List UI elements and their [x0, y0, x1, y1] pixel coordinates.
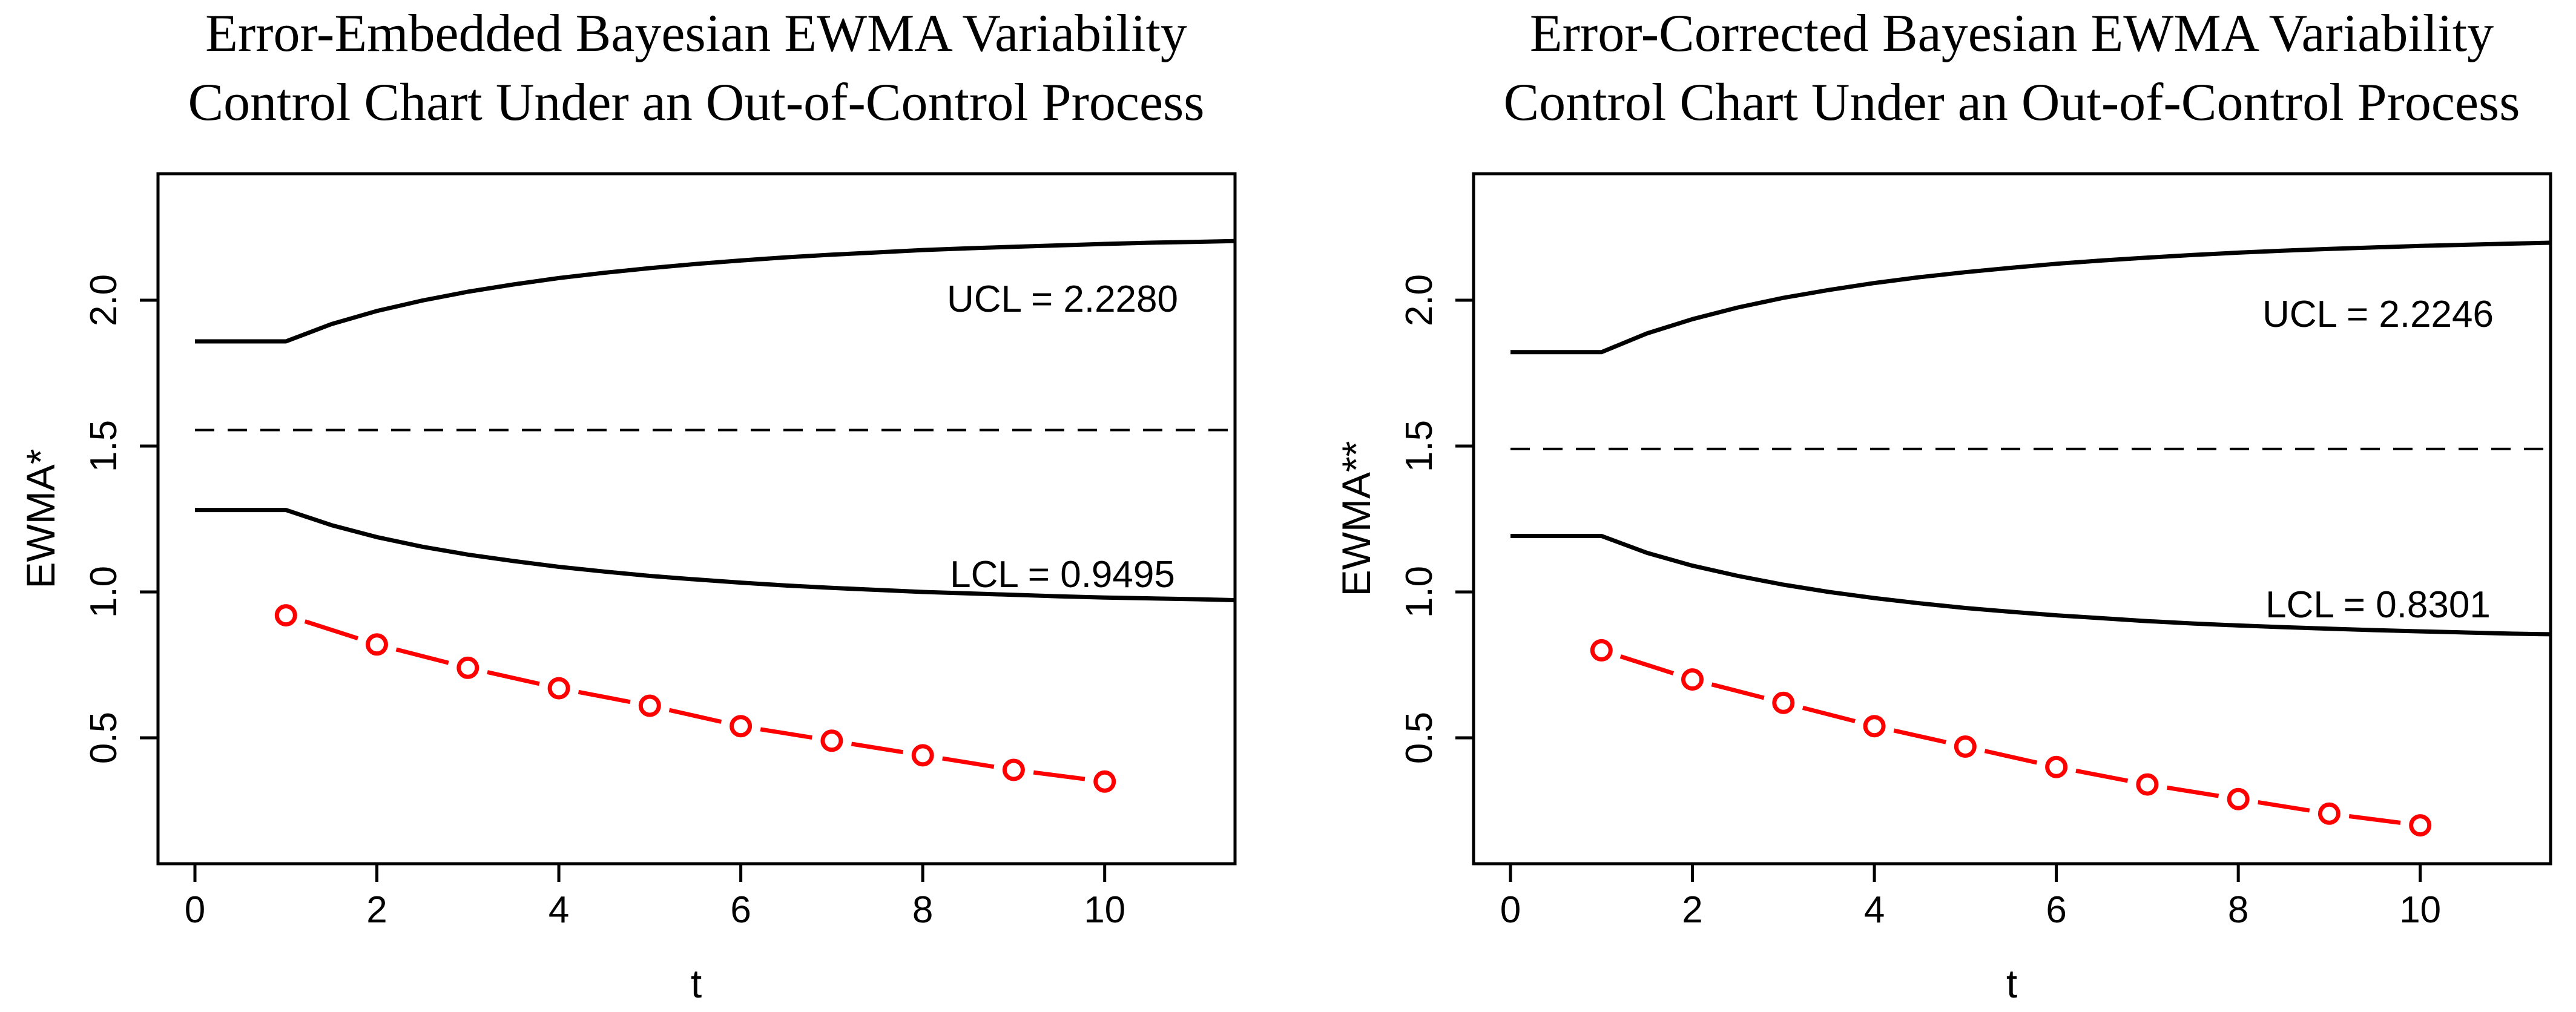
chart-title-line2: Control Chart Under an Out-of-Control Pr… — [188, 73, 1204, 132]
series-point — [1863, 715, 1886, 738]
ucl-annotation: UCL = 2.2280 — [947, 278, 1178, 320]
series-segment — [1033, 770, 1085, 781]
chart-panel-right-plot: 0 2 4 6 8 10 0.5 1.0 1.5 2.0 — [1398, 172, 2552, 931]
series-segment — [1619, 654, 1675, 675]
y-tick-label: 1.0 — [83, 566, 125, 618]
series-segment — [487, 670, 540, 686]
series-point — [274, 604, 297, 627]
series-point — [547, 677, 570, 700]
series-segment — [1711, 682, 1765, 700]
chart-panel-left: 0 2 4 6 8 10 0.5 1.0 1.5 2.0 Error-Embedded Bayes… — [18, 4, 1237, 1006]
x-axis-label: t — [691, 961, 702, 1006]
series-point — [456, 656, 479, 679]
series-point — [1002, 758, 1025, 781]
series-segment — [760, 727, 812, 740]
y-axis-label: EWMA** — [1334, 441, 1379, 597]
x-tick-label: 2 — [366, 889, 387, 931]
chart-panel-right: 0 2 4 6 8 10 0.5 1.0 1.5 2.0 Error-Corrected Baye… — [1334, 4, 2552, 1006]
plot-box — [156, 172, 1237, 866]
x-tick-label: 10 — [1084, 889, 1125, 931]
series-segment — [304, 619, 359, 641]
series-point — [911, 744, 934, 767]
series-point — [2227, 787, 2250, 810]
series-point — [1590, 639, 1613, 662]
series-segment — [851, 741, 904, 755]
x-tick-label: 6 — [730, 889, 751, 931]
plot-box — [1472, 172, 2552, 866]
y-tick-label: 0.5 — [1398, 712, 1440, 764]
series-point — [2136, 773, 2159, 796]
x-tick-label: 4 — [1864, 889, 1885, 931]
series-segment — [1893, 728, 1946, 744]
ucl-line — [195, 238, 1235, 344]
chart-title-line1: Error-Corrected Bayesian EWMA Variabilit… — [1530, 4, 2494, 63]
series-segment — [2348, 814, 2401, 825]
chart-title-line1: Error-Embedded Bayesian EWMA Variability — [205, 4, 1187, 63]
series-point — [730, 715, 753, 738]
x-tick-label: 8 — [2228, 889, 2248, 931]
series-point — [638, 694, 661, 717]
series-point — [1772, 691, 1795, 714]
ucl-annotation: UCL = 2.2246 — [2262, 294, 2494, 335]
series-point — [1093, 770, 1116, 793]
x-tick-label: 8 — [912, 889, 933, 931]
series-segment — [1802, 706, 1856, 723]
series-segment — [942, 756, 995, 769]
series-segment — [395, 647, 449, 665]
y-tick-label: 2.0 — [83, 274, 125, 326]
x-tick-label: 0 — [1500, 889, 1521, 931]
y-tick-label: 1.5 — [83, 420, 125, 472]
y-tick-label: 2.0 — [1398, 274, 1440, 326]
y-tick-label: 1.0 — [1398, 566, 1440, 618]
y-axis-label: EWMA* — [18, 449, 63, 589]
lcl-annotation: LCL = 0.9495 — [950, 554, 1175, 596]
lcl-line — [195, 508, 1235, 602]
x-axis-label: t — [2006, 961, 2017, 1006]
x-tick-label: 4 — [548, 889, 569, 931]
series-point — [820, 729, 843, 752]
lcl-line — [1510, 534, 2551, 637]
series-segment — [578, 689, 631, 705]
series-point — [2045, 755, 2068, 778]
lcl-annotation: LCL = 0.8301 — [2265, 584, 2491, 626]
x-tick-label: 6 — [2046, 889, 2066, 931]
series-segment — [1984, 749, 2038, 765]
chart-title-line2: Control Chart Under an Out-of-Control Pr… — [1503, 73, 2520, 132]
x-tick-label: 0 — [185, 889, 205, 931]
series-segment — [668, 708, 722, 724]
series-segment — [2166, 785, 2219, 798]
series-segment — [2075, 768, 2129, 783]
series-point — [1954, 735, 1977, 758]
x-tick-label: 2 — [1682, 889, 1702, 931]
series-point — [366, 633, 388, 656]
x-tick-label: 10 — [2399, 889, 2441, 931]
series-point — [2409, 814, 2432, 837]
y-tick-label: 1.5 — [1398, 420, 1440, 472]
y-tick-label: 0.5 — [83, 712, 125, 764]
series-segment — [2258, 800, 2310, 813]
series-point — [1681, 668, 1704, 691]
chart-panel-left-plot: 0 2 4 6 8 10 0.5 1.0 1.5 2.0 — [83, 172, 1237, 931]
ucl-line — [1510, 240, 2551, 355]
series-point — [2317, 802, 2340, 825]
